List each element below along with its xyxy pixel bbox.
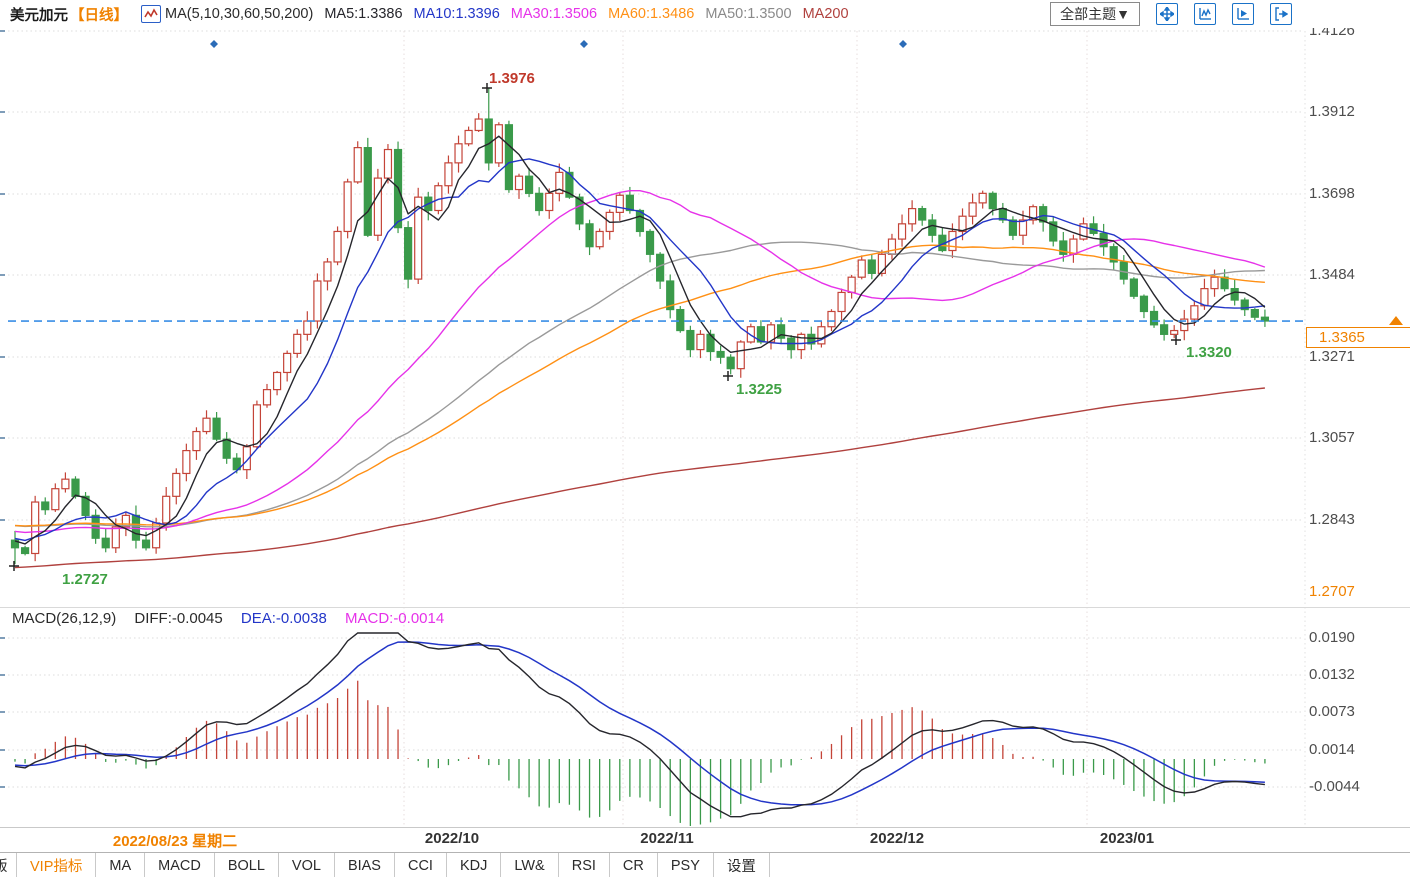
ma10-value: MA10:1.3396 (413, 6, 500, 22)
toolbar-tab-ma[interactable]: MA (96, 853, 146, 877)
line-chart-icon (141, 5, 161, 23)
toolbar-tab-lwr[interactable]: LW& (501, 853, 559, 877)
toolbar-tab-macd[interactable]: MACD (145, 853, 215, 877)
x-axis-date-label: 2022/08/23 星期二 (112, 833, 238, 850)
indicator-toolbar: 版 VIP指标 MA MACD BOLL VOL BIAS CCI KDJ LW… (0, 852, 1410, 877)
exit-right-icon[interactable] (1270, 3, 1292, 25)
symbol-name: 美元加元 (10, 7, 68, 24)
x-axis-date-label: 2022/12 (869, 830, 925, 847)
chart-header: 美元加元 【日线】 MA(5,10,30,60,50,200) MA5:1.33… (0, 0, 1410, 28)
ma30-value: MA30:1.3506 (510, 6, 598, 22)
toolbar-tab-bias[interactable]: BIAS (335, 853, 395, 877)
toolbar-tab-kdj[interactable]: KDJ (447, 853, 502, 877)
date-axis: 2022/08/23 星期二 2022/10 2022/11 2022/12 2023/… (0, 829, 1410, 851)
toolbar-tab-settings[interactable]: 设置 (714, 853, 770, 877)
ma200-value: MA200 (802, 6, 849, 22)
ma50-value: MA50:1.3500 (705, 6, 792, 22)
x-axis-date-label: 2023/01 (1099, 830, 1155, 847)
toolbar-tab-cr[interactable]: CR (610, 853, 658, 877)
macd-diff-value: DIFF:-0.0045 (134, 610, 223, 627)
current-price-tag: 1.3365 (1306, 327, 1410, 348)
toolbar-tab-rsi[interactable]: RSI (559, 853, 610, 877)
macd-params-label: MACD(26,12,9) (12, 610, 117, 627)
macd-dea-value: DEA:-0.0038 (240, 610, 327, 627)
theme-selector-dropdown[interactable]: 全部主题▼ (1050, 2, 1140, 26)
toolbar-tab-psy[interactable]: PSY (658, 853, 714, 877)
price-up-arrow-icon (1389, 316, 1403, 325)
toolbar-tab-cci[interactable]: CCI (395, 853, 447, 877)
axis-scale-icon[interactable] (1194, 3, 1216, 25)
chart-play-icon[interactable] (1232, 3, 1254, 25)
macd-macd-value: MACD:-0.0014 (344, 610, 445, 627)
ma60-value: MA60:1.3486 (608, 6, 695, 22)
toolbar-tab-vip-indicators[interactable]: VIP指标 (17, 853, 97, 877)
period-tag: 【日线】 (70, 7, 128, 24)
toolbar-tab-clipped[interactable]: 版 (0, 853, 17, 877)
toolbar-tab-vol[interactable]: VOL (279, 853, 335, 877)
candlestick-macd-chart[interactable] (0, 0, 1410, 852)
x-axis-date-label: 2022/10 (424, 830, 480, 847)
ma5-value: MA5:1.3386 (324, 6, 403, 22)
move-crosshair-icon[interactable] (1156, 3, 1178, 25)
macd-header: MACD(26,12,9) DIFF:-0.0045 DEA:-0.0038 M… (12, 610, 458, 627)
toolbar-tab-boll[interactable]: BOLL (215, 853, 279, 877)
ma-params-label: MA(5,10,30,60,50,200) (165, 6, 314, 22)
x-axis-date-label: 2022/11 (640, 830, 694, 847)
